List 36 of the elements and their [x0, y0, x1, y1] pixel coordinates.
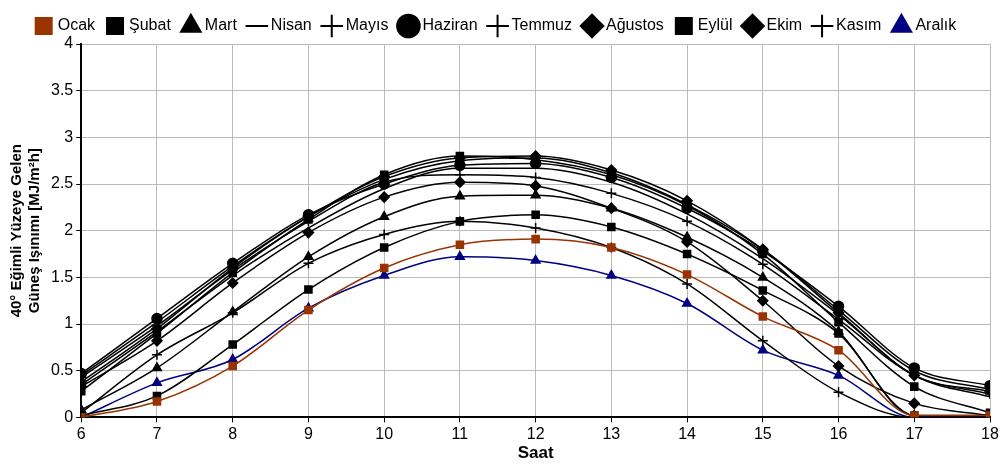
legend-label: Şubat	[129, 16, 172, 34]
y-axis-title: 40° Eğimli Yüzeye Gelen Güneş Işınımı [MJ/m²h]	[7, 144, 43, 318]
x-tick-label: 15	[753, 425, 772, 443]
x-tick-label: 8	[228, 425, 238, 443]
x-tick-label: 16	[829, 425, 848, 443]
y-tick-label: 3.5	[50, 81, 74, 99]
x-tick-label: 13	[602, 425, 621, 443]
legend-label: Ocak	[57, 16, 97, 34]
legend-label: Ağustos	[606, 16, 664, 34]
y-tick-label: 1.5	[50, 267, 74, 285]
legend-label: Eylül	[697, 16, 733, 34]
x-tick-label: 9	[303, 425, 313, 443]
legend-label: Ekim	[766, 16, 803, 34]
y-tick-label: 1	[64, 314, 74, 332]
y-tick-label: 0.5	[50, 361, 74, 379]
legend-label: Mayıs	[345, 16, 389, 34]
x-tick-label: 7	[152, 425, 162, 443]
legend-label: Nisan	[270, 16, 312, 34]
x-axis-title: Saat	[517, 443, 554, 463]
legend-label: Temmuz	[511, 16, 573, 34]
x-tick-label: 17	[905, 425, 924, 443]
x-tick-label: 11	[451, 425, 469, 443]
legend-label: Kasım	[836, 16, 882, 34]
legend-label: Mart	[204, 16, 238, 34]
y-tick-label: 4	[64, 34, 74, 52]
y-tick-label: 3	[64, 127, 74, 145]
x-tick-label: 12	[526, 425, 545, 443]
x-tick-label: 18	[981, 425, 999, 443]
x-tick-label: 14	[678, 425, 697, 443]
y-tick-label: 2.5	[50, 174, 74, 192]
legend-label: Haziran	[422, 16, 478, 34]
x-tick-label: 10	[375, 425, 394, 443]
x-tick-label: 6	[76, 425, 86, 443]
y-tick-label: 2	[64, 221, 74, 239]
y-tick-label: 0	[64, 407, 74, 425]
legend-label: Aralık	[915, 16, 958, 34]
